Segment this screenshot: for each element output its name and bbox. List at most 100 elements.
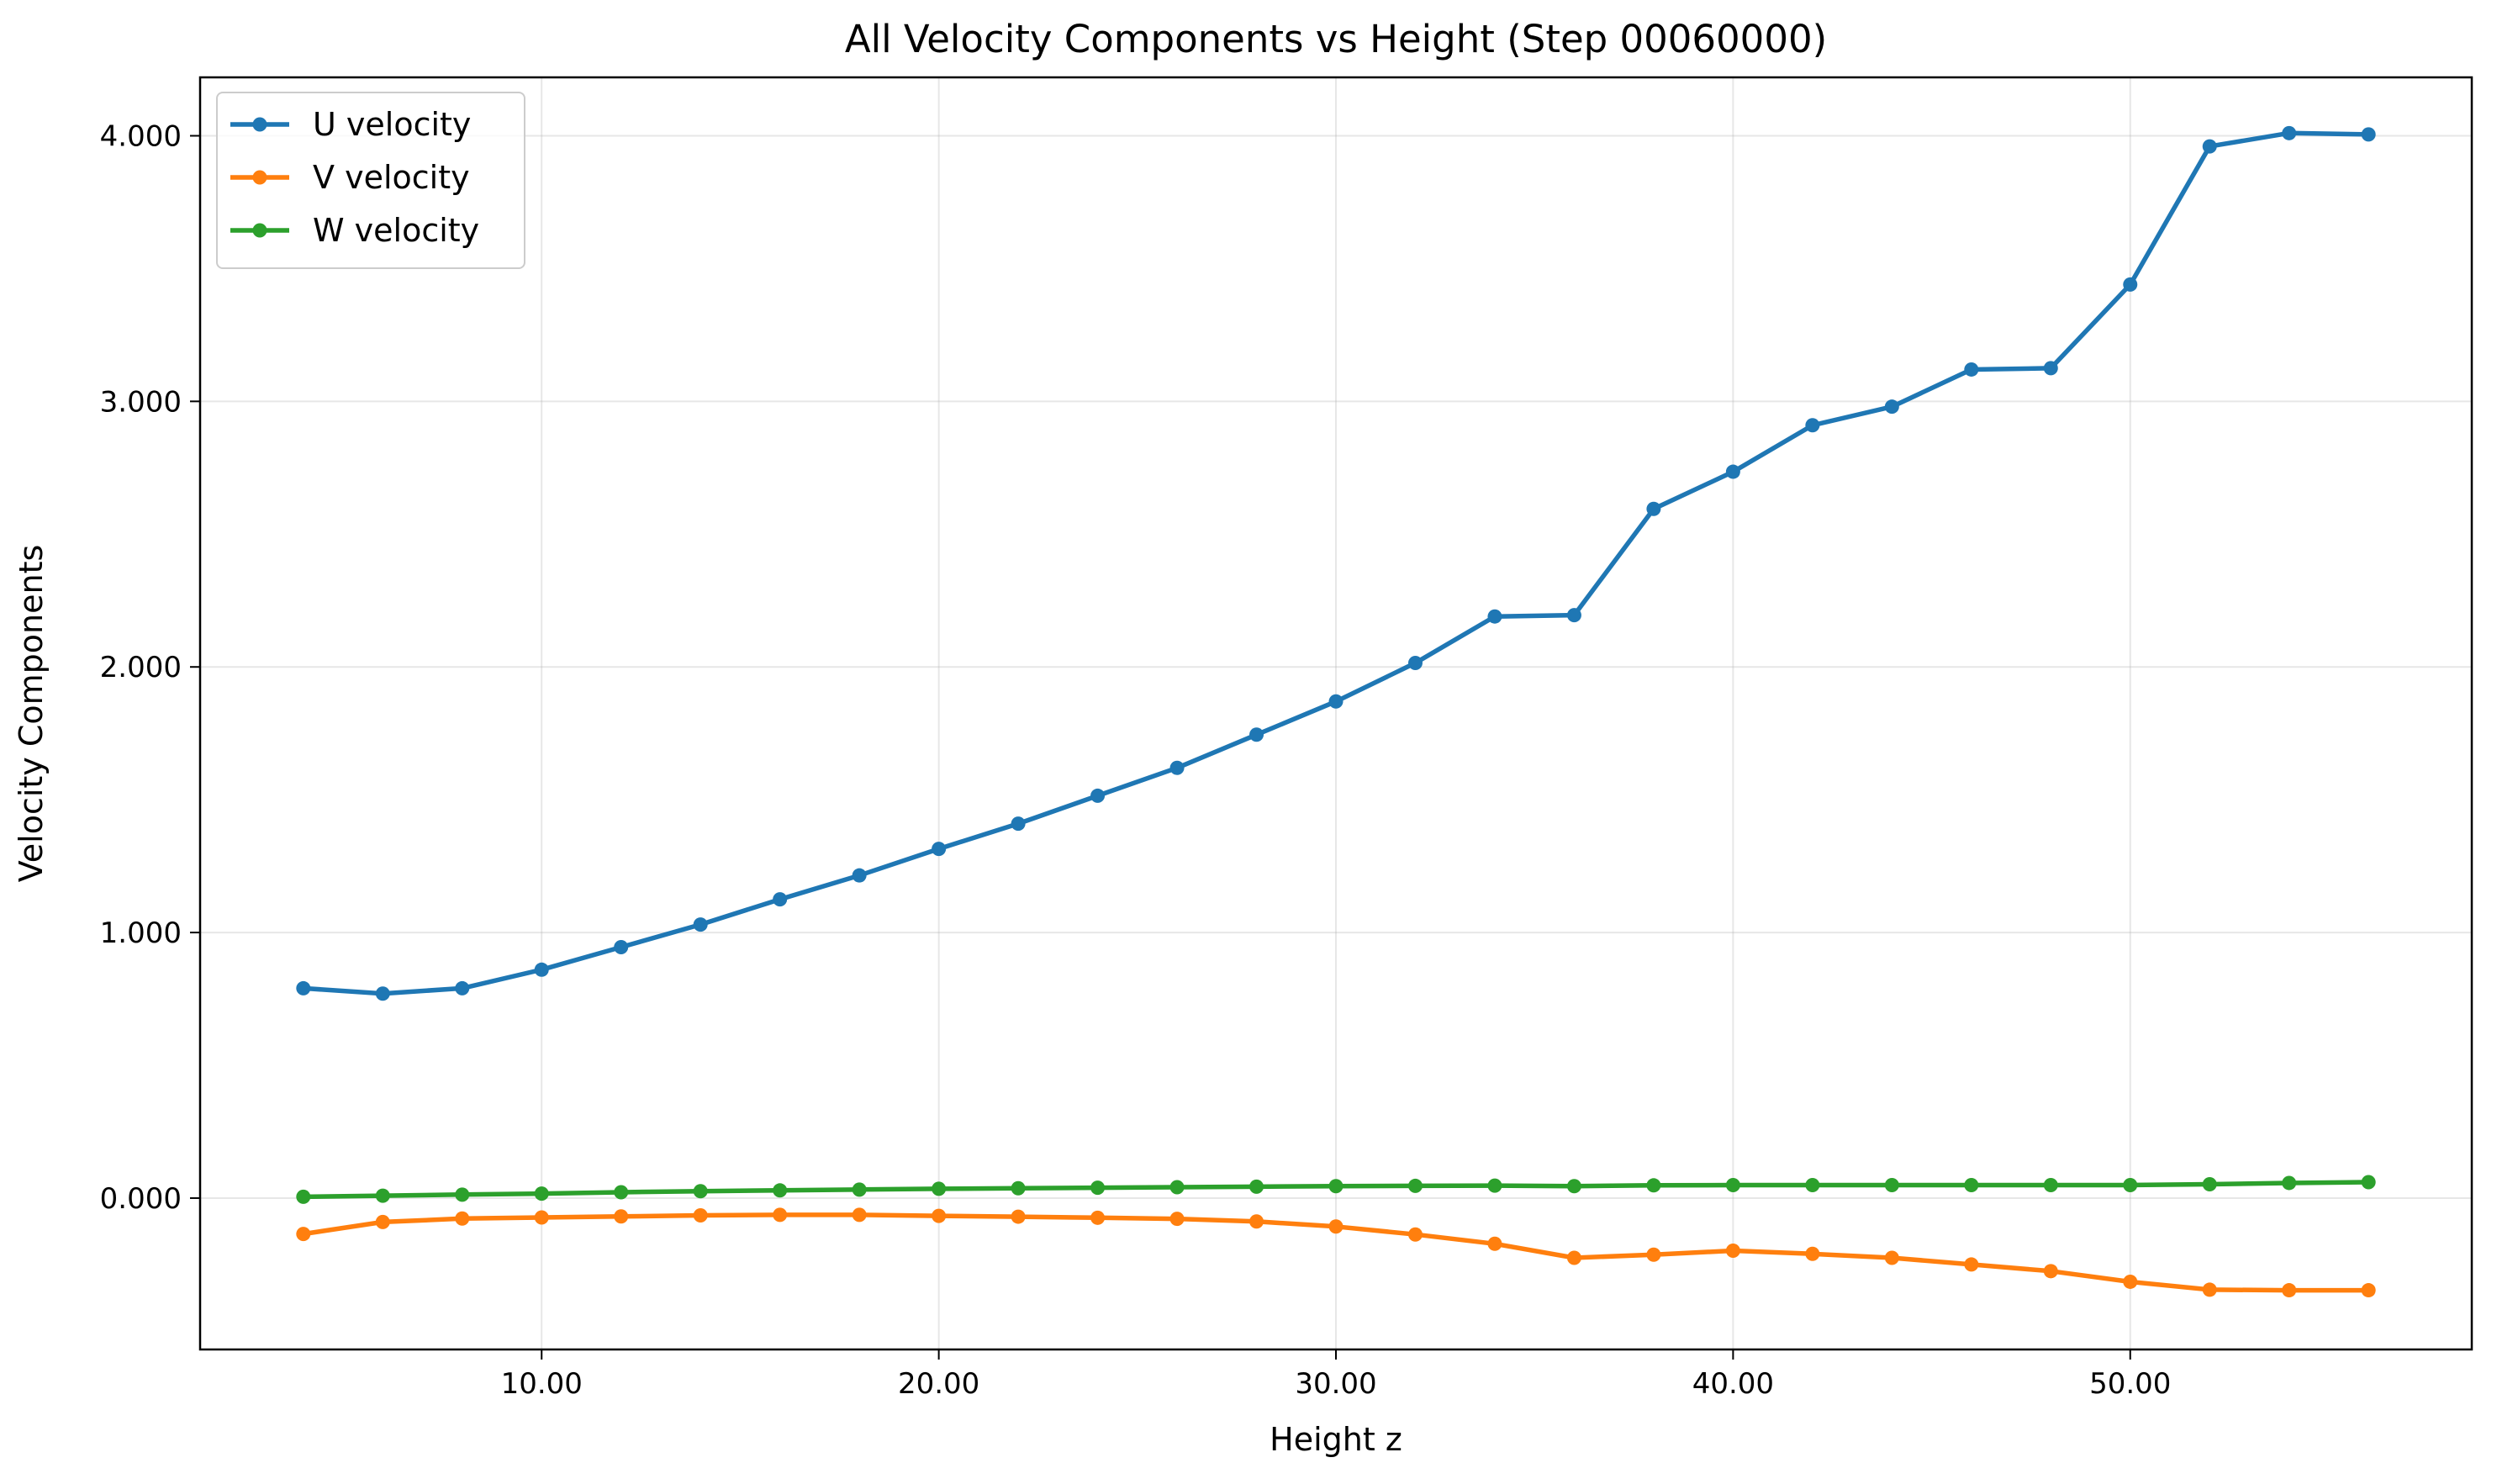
data-point-u-velocity [614,939,629,954]
data-point-w-velocity [1487,1178,1502,1193]
data-point-w-velocity [614,1185,629,1200]
data-point-v-velocity [1646,1247,1661,1262]
data-point-w-velocity [534,1186,549,1201]
data-point-u-velocity [1884,399,1899,415]
data-point-u-velocity [2123,277,2138,292]
data-point-w-velocity [2361,1175,2376,1190]
data-point-u-velocity [455,980,470,995]
data-point-w-velocity [1011,1180,1026,1196]
data-point-u-velocity [932,842,947,857]
data-point-v-velocity [1169,1212,1185,1227]
x-tick-label: 20.00 [898,1367,979,1401]
data-point-u-velocity [1328,694,1344,709]
data-point-u-velocity [1805,418,1820,433]
x-tick-label: 30.00 [1295,1367,1376,1401]
data-point-v-velocity [852,1207,867,1223]
data-point-v-velocity [296,1227,311,1242]
data-point-v-velocity [1249,1214,1264,1229]
data-point-v-velocity [1090,1210,1106,1225]
series-layer [296,125,2376,1298]
data-point-u-velocity [1646,501,1661,516]
data-point-v-velocity [1011,1209,1026,1224]
data-point-w-velocity [1964,1177,1979,1192]
y-tick-label: 1.000 [100,916,182,950]
data-point-w-velocity [2202,1177,2217,1192]
data-point-v-velocity [2282,1283,2297,1298]
data-point-v-velocity [534,1210,549,1225]
data-point-u-velocity [1169,760,1185,775]
data-point-v-velocity [1805,1246,1820,1261]
data-point-u-velocity [773,892,788,907]
data-point-w-velocity [852,1182,867,1197]
data-point-u-velocity [1566,608,1581,623]
y-tick-label: 0.000 [100,1182,182,1216]
data-point-u-velocity [296,980,311,995]
legend-swatch-marker-w-velocity [252,223,267,238]
data-point-u-velocity [1011,816,1026,832]
data-point-v-velocity [1328,1219,1344,1234]
data-point-w-velocity [1249,1179,1264,1194]
legend-label-v-velocity: V velocity [313,159,470,196]
data-point-u-velocity [693,917,708,932]
data-point-u-velocity [1487,609,1502,624]
data-point-w-velocity [375,1188,390,1203]
legend-label-u-velocity: U velocity [313,106,471,143]
x-axis-title: Height z [1270,1421,1402,1458]
data-point-v-velocity [1964,1257,1979,1272]
data-point-v-velocity [932,1208,947,1223]
data-point-w-velocity [296,1189,311,1204]
legend-swatch-marker-v-velocity [252,170,267,185]
y-tick-label: 3.000 [100,385,182,419]
data-point-v-velocity [1884,1250,1899,1265]
x-tick-label: 10.00 [501,1367,583,1401]
data-point-v-velocity [614,1209,629,1224]
data-point-w-velocity [693,1184,708,1199]
y-axis-title: Velocity Components [13,545,50,883]
data-point-u-velocity [2282,125,2297,140]
grid-layer [200,77,2472,1349]
data-point-w-velocity [1090,1180,1106,1196]
data-point-u-velocity [2202,139,2217,154]
legend: U velocity V velocity W velocity [216,92,525,269]
data-point-v-velocity [375,1214,390,1229]
legend-box [216,92,525,269]
data-point-v-velocity [1566,1250,1581,1265]
data-point-w-velocity [2043,1177,2058,1192]
legend-swatch-marker-u-velocity [252,117,267,132]
data-point-u-velocity [1249,727,1264,742]
data-point-u-velocity [534,962,549,977]
chart-title: All Velocity Components vs Height (Step … [845,17,1827,61]
y-tick-label: 4.000 [100,119,182,153]
data-point-u-velocity [2043,361,2058,376]
data-point-v-velocity [773,1207,788,1223]
data-point-v-velocity [455,1211,470,1226]
data-point-w-velocity [1328,1179,1344,1194]
data-point-u-velocity [1725,464,1740,479]
data-point-w-velocity [455,1187,470,1202]
series-v-velocity [296,1207,2376,1298]
ticks-layer: 10.00 20.00 30.00 40.00 50.00 0.000 1.000 2.000… [100,119,2172,1401]
data-point-v-velocity [693,1207,708,1223]
y-tick-label: 2.000 [100,651,182,684]
data-point-w-velocity [1169,1180,1185,1195]
data-point-v-velocity [1407,1227,1423,1242]
data-point-w-velocity [1884,1177,1899,1192]
data-point-w-velocity [1646,1178,1661,1193]
data-point-w-velocity [932,1181,947,1196]
data-point-u-velocity [2361,127,2376,142]
data-point-w-velocity [2123,1177,2138,1192]
x-tick-label: 50.00 [2089,1367,2171,1401]
legend-label-w-velocity: W velocity [313,212,479,249]
data-point-v-velocity [1487,1236,1502,1251]
x-tick-label: 40.00 [1692,1367,1774,1401]
series-w-velocity [296,1175,2376,1204]
data-point-w-velocity [1725,1177,1740,1192]
data-point-u-velocity [852,868,867,883]
data-point-w-velocity [1407,1178,1423,1193]
data-point-w-velocity [1805,1177,1820,1192]
series-u-velocity [296,125,2376,1001]
data-point-w-velocity [1566,1179,1581,1194]
data-point-v-velocity [2361,1283,2376,1298]
